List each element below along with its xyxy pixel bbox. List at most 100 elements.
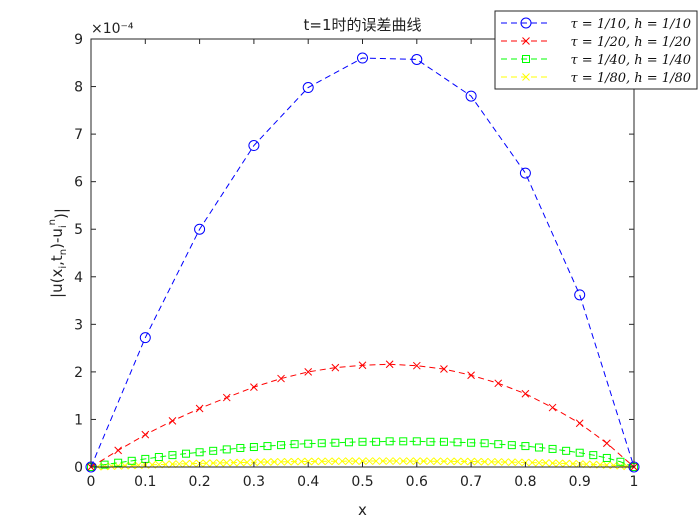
- data-point: [548, 459, 557, 467]
- data-point: [460, 457, 469, 466]
- ylabel-part: ,t: [48, 255, 66, 266]
- data-point: [392, 457, 401, 465]
- legend-label: τ = 1/80, h = 1/80: [570, 71, 691, 86]
- data-point: [331, 363, 340, 372]
- data-point: [521, 389, 530, 398]
- data-point: [507, 441, 516, 450]
- data-point: [121, 461, 129, 470]
- data-point: [344, 438, 353, 447]
- data-point: [141, 430, 150, 439]
- data-point: [127, 456, 136, 465]
- data-point: [494, 440, 503, 449]
- data-point: [317, 439, 326, 448]
- y-axis-label: |u(xi,tn)-uin)|: [47, 208, 70, 298]
- data-point: [317, 457, 326, 466]
- data-point: [302, 82, 314, 94]
- data-point: [609, 461, 618, 470]
- series-2: [87, 360, 638, 471]
- x-tick-label: 1: [630, 474, 639, 490]
- data-point: [616, 461, 625, 470]
- x-tick-label: 0.1: [134, 474, 156, 490]
- x-tick-label: 0.9: [569, 474, 591, 490]
- legend-marker: [520, 17, 532, 29]
- data-point: [358, 437, 367, 446]
- data-point: [209, 459, 218, 467]
- data-point: [575, 419, 584, 428]
- data-point: [426, 437, 435, 446]
- data-point: [100, 462, 109, 471]
- data-point: [453, 438, 462, 447]
- data-point: [331, 457, 340, 466]
- x-tick-label: 0.6: [406, 474, 428, 490]
- data-point: [114, 458, 123, 467]
- data-point: [202, 459, 211, 468]
- legend-label: τ = 1/10, h = 1/10: [570, 17, 691, 32]
- x-axis-label: x: [358, 501, 367, 519]
- data-point: [358, 457, 367, 465]
- data-point: [154, 453, 163, 462]
- data-point: [474, 457, 482, 466]
- data-point: [575, 448, 584, 457]
- x-tick-label: 0.7: [460, 474, 482, 490]
- data-point: [616, 457, 625, 466]
- data-point: [440, 457, 448, 466]
- data-point: [277, 441, 286, 450]
- data-point: [602, 439, 611, 448]
- data-point: [243, 458, 251, 467]
- x-tick-label: 0.4: [297, 474, 319, 490]
- y-tick-label: 2: [74, 365, 83, 381]
- legend-item: τ = 1/20, h = 1/20: [501, 35, 691, 50]
- data-point: [519, 167, 531, 179]
- data-point: [357, 52, 368, 64]
- x-tick-label: 0: [87, 474, 96, 490]
- data-point: [385, 437, 394, 446]
- data-point: [399, 437, 408, 446]
- data-point: [345, 457, 353, 466]
- ylabel-part: |u(x: [48, 269, 66, 298]
- data-point: [168, 451, 177, 460]
- data-point: [480, 439, 489, 448]
- data-point: [249, 443, 258, 452]
- data-point: [182, 449, 191, 458]
- data-point: [562, 459, 570, 468]
- data-point: [188, 459, 197, 468]
- data-point: [548, 403, 557, 412]
- data-point: [127, 461, 136, 470]
- data-point: [338, 457, 346, 466]
- data-point: [439, 437, 448, 446]
- data-point: [114, 446, 123, 455]
- data-point: [501, 458, 509, 466]
- data-point: [412, 361, 421, 370]
- data-point: [263, 442, 272, 451]
- data-point: [411, 53, 423, 65]
- data-point: [139, 332, 151, 344]
- data-point: [263, 458, 272, 466]
- data-point: [222, 445, 231, 454]
- data-point: [107, 462, 116, 471]
- data-point: [602, 453, 611, 462]
- y-tick-label: 0: [74, 460, 83, 476]
- data-point: [419, 457, 428, 466]
- data-point: [248, 140, 260, 152]
- data-point: [297, 457, 306, 466]
- ylabel-part: )-u: [48, 228, 66, 249]
- data-point: [236, 458, 245, 467]
- y-tick-label: 7: [74, 127, 83, 143]
- data-point: [222, 458, 231, 467]
- legend: τ = 1/10, h = 1/10 τ = 1/20, h = 1/20 τ = …: [494, 10, 698, 90]
- data-point: [406, 457, 414, 465]
- legend-label: τ = 1/20, h = 1/20: [570, 35, 691, 50]
- x-tick-label: 0.5: [351, 474, 373, 490]
- data-point: [250, 383, 258, 391]
- data-point: [236, 443, 245, 452]
- data-point: [574, 289, 586, 301]
- data-point: [175, 460, 184, 468]
- data-point: [277, 374, 285, 383]
- data-point: [569, 459, 577, 468]
- data-point: [465, 90, 477, 102]
- ylabel-subscript-i2: i: [58, 225, 69, 228]
- legend-marker: [522, 73, 530, 81]
- data-point: [535, 458, 543, 467]
- ylabel-part: )|: [52, 208, 70, 219]
